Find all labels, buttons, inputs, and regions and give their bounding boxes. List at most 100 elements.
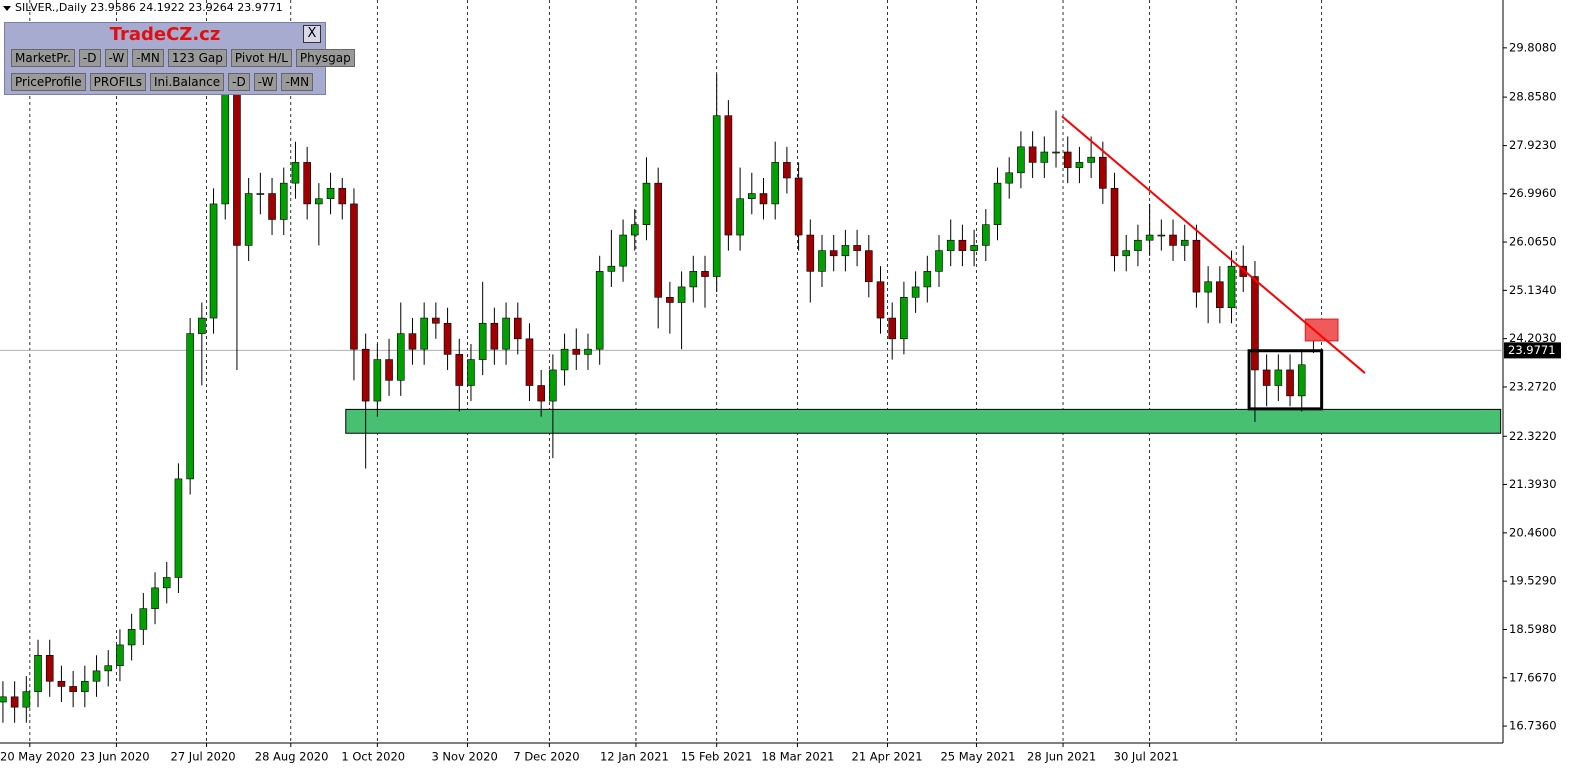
toolbar-button[interactable]: PROFILs — [89, 73, 146, 91]
y-tick-label: 25.1340 — [1509, 283, 1557, 297]
toolbar-button[interactable]: Pivot H/L — [230, 49, 292, 67]
candle-body — [244, 193, 253, 246]
toolbar-button[interactable]: -MN — [281, 73, 314, 91]
candle-body — [537, 385, 545, 402]
candle-body — [747, 193, 756, 200]
x-tick-label: 1 Oct 2020 — [341, 750, 405, 764]
candle-body — [22, 691, 31, 708]
candle-body — [162, 577, 171, 589]
x-tick-label: 20 May 2020 — [0, 750, 75, 764]
toolbar-button[interactable]: -D — [228, 73, 250, 91]
candle-body — [57, 680, 66, 687]
trend-line — [1061, 115, 1366, 374]
candle-body — [233, 89, 241, 246]
candle-body — [1005, 172, 1014, 184]
candle-body — [1040, 151, 1049, 163]
candle-body — [1075, 162, 1084, 168]
candle-body — [806, 234, 815, 272]
close-button[interactable]: X — [303, 25, 321, 43]
candle-body — [1227, 265, 1236, 308]
candle-body — [1134, 239, 1142, 251]
symbol: SILVER.,Daily — [15, 1, 87, 14]
candle-body — [1087, 156, 1095, 163]
candle-body — [350, 203, 358, 350]
candle-body — [1192, 239, 1201, 293]
toolbar-button[interactable]: 123 Gap — [167, 49, 227, 67]
candle-body — [549, 369, 557, 402]
toolbar-button[interactable]: -W — [253, 73, 278, 91]
toolbar-button[interactable]: -MN — [132, 49, 164, 67]
toolbar-button[interactable]: Physgap — [295, 49, 355, 67]
candle-body — [361, 348, 370, 402]
candle-body — [198, 317, 206, 334]
menu-arrow[interactable] — [3, 6, 11, 11]
close-value: 23.9771 — [237, 1, 283, 14]
current-price-label: 23.9771 — [1508, 343, 1556, 357]
candle-body — [408, 333, 417, 350]
candle-body — [1157, 234, 1166, 237]
candle-body — [525, 338, 534, 386]
candle-body — [900, 297, 908, 340]
y-tick-label: 16.7360 — [1509, 719, 1557, 733]
toolbar-button[interactable]: -D — [78, 49, 101, 67]
candle-body — [595, 271, 604, 350]
x-tick-label: 28 Aug 2020 — [255, 750, 329, 764]
candle-body — [1297, 364, 1306, 397]
candle-body — [256, 193, 265, 195]
y-tick-label: 24.2030 — [1509, 331, 1557, 345]
candle-body — [759, 193, 768, 205]
candle-body — [946, 239, 955, 251]
candle-body — [677, 286, 686, 303]
candle-body — [771, 162, 779, 205]
candle-body — [701, 271, 709, 277]
candle-body — [209, 203, 218, 319]
indicator-panel: TradeCZ.cz X MarketPr. -D -W -MN 123 Gap Pivo… — [4, 22, 355, 95]
candle-body — [876, 281, 885, 319]
y-tick-label: 23.2720 — [1509, 379, 1557, 393]
candle-body — [186, 333, 194, 480]
candle-body — [279, 182, 288, 220]
y-tick-label: 28.8580 — [1509, 90, 1557, 104]
toolbar-button[interactable]: -W — [104, 49, 129, 67]
candle-body — [291, 162, 300, 184]
candle-body — [724, 115, 733, 236]
candle-body — [584, 348, 592, 355]
candle-body — [10, 696, 19, 708]
low-value: 23.9264 — [188, 1, 234, 14]
candle-body — [829, 250, 838, 257]
candle-body — [1286, 369, 1294, 397]
candle-body — [151, 587, 159, 609]
candle-body — [888, 317, 897, 340]
y-tick-label: 17.6670 — [1509, 670, 1557, 684]
candle-body — [1180, 239, 1189, 246]
candle-body — [1239, 265, 1248, 277]
candle-body — [1110, 188, 1119, 257]
candle-body — [1099, 156, 1107, 189]
candle-body — [45, 655, 54, 682]
candle-body — [1169, 234, 1177, 246]
candle-body — [513, 317, 522, 340]
candle-body — [783, 162, 791, 179]
candle-body — [865, 250, 873, 283]
candle-body — [841, 245, 850, 257]
candle-body — [373, 359, 382, 402]
y-tick-label: 26.0650 — [1509, 235, 1557, 249]
x-tick-label: 28 Jun 2021 — [1027, 750, 1096, 764]
toolbar-button[interactable]: MarketPr. — [11, 49, 75, 67]
candle-body — [455, 354, 464, 386]
candle-body — [69, 686, 77, 692]
candle-body — [935, 250, 943, 272]
toolbar-button[interactable]: Ini.Balance — [150, 73, 225, 91]
candle-body — [139, 608, 148, 630]
plot — [0, 0, 1503, 743]
candle-body — [0, 696, 7, 703]
candle-body — [560, 348, 569, 371]
button-row: PriceProfile PROFILs Ini.Balance -D -W -MN — [11, 73, 314, 91]
candle-body — [1262, 369, 1271, 386]
candle-body — [81, 680, 89, 692]
candle-body — [1216, 281, 1224, 308]
toolbar-button[interactable]: PriceProfile — [11, 73, 86, 91]
candle-body — [104, 665, 113, 672]
candle-body — [970, 245, 978, 251]
